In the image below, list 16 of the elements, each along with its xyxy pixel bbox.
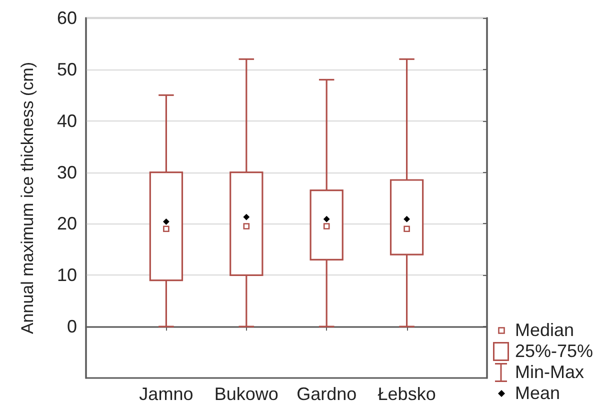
text: Median bbox=[515, 320, 574, 341]
y-tick-label: 30 bbox=[56, 162, 77, 182]
y-tick-label: 40 bbox=[56, 110, 77, 131]
y-tick-label: 50 bbox=[56, 59, 77, 80]
y-axis-title: Annual maximum ice thickness (cm) bbox=[18, 62, 37, 334]
y-tick-label: 60 bbox=[56, 8, 77, 28]
y-tick-label: 10 bbox=[56, 265, 77, 286]
x-tick-label: Łebsko bbox=[378, 384, 436, 404]
x-tick-label: Bukowo bbox=[214, 384, 278, 404]
x-tick-label: Jamno bbox=[139, 384, 194, 404]
text: Mean bbox=[515, 383, 560, 404]
y-tick-label: 0 bbox=[66, 316, 77, 337]
y-tick-label: 20 bbox=[56, 214, 77, 234]
x-tick-label: Gardno bbox=[296, 384, 357, 404]
text: 25%-75% bbox=[515, 341, 594, 362]
text: Min-Max bbox=[515, 362, 584, 383]
